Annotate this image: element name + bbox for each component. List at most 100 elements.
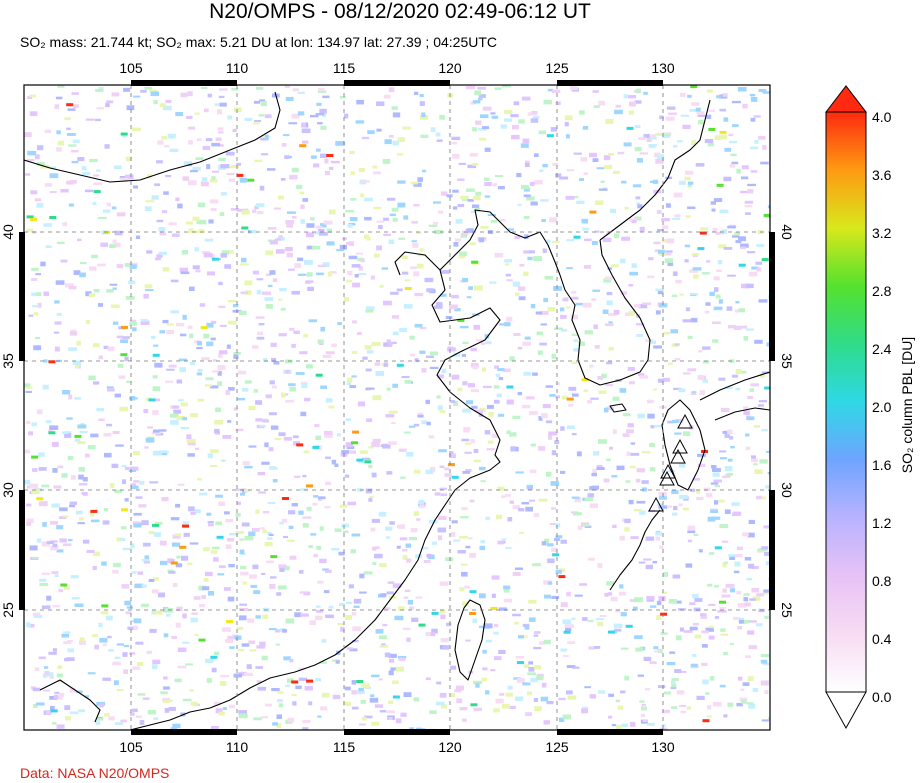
so2-pixel [722,588,727,593]
so2-pixel [124,600,132,606]
so2-pixel [447,347,456,352]
so2-pixel [201,177,208,182]
so2-pixel [611,475,618,478]
so2-pixel [56,724,65,729]
so2-pixel-high [431,611,439,615]
so2-pixel [573,339,579,343]
so2-pixel [121,584,130,589]
so2-pixel [735,309,742,313]
so2-pixel [743,597,749,602]
so2-pixel [316,102,322,106]
so2-pixel [657,154,665,159]
so2-pixel [705,692,710,695]
so2-pixel [604,592,609,597]
so2-pixel [256,680,262,683]
so2-pixel [217,365,226,370]
so2-pixel [698,549,703,553]
so2-pixel [386,339,391,343]
so2-pixel [222,435,232,439]
so2-pixel [317,580,324,584]
so2-pixel [641,480,649,484]
so2-pixel [707,89,713,93]
so2-pixel [145,437,155,443]
so2-pixel [440,493,448,497]
so2-pixel [428,224,438,227]
so2-pixel [82,172,91,175]
so2-pixel [731,502,740,506]
so2-pixel [349,648,358,652]
so2-pixel [648,143,656,149]
so2-pixel [280,178,286,181]
so2-pixel [549,394,556,397]
so2-pixel [175,503,181,508]
so2-pixel [407,600,413,605]
so2-pixel [348,255,358,260]
so2-pixel [122,134,127,138]
so2-pixel [497,368,505,371]
so2-pixel [605,119,614,124]
coastlines [24,91,770,730]
so2-pixel-high [247,178,255,182]
so2-pixel [256,289,262,295]
so2-pixel [527,487,533,491]
so2-pixel [229,532,239,536]
so2-pixel [474,90,482,96]
so2-pixel [749,598,756,601]
so2-pixel [683,507,689,511]
so2-pixel [685,215,691,218]
so2-pixel [634,303,641,308]
so2-pixel [252,564,259,570]
so2-pixel [491,575,500,580]
so2-pixel [679,293,684,296]
so2-pixel [315,225,323,229]
lat-label: 25 [0,602,16,618]
so2-pixel [195,447,200,451]
so2-pixel [296,184,303,189]
so2-pixel [737,676,743,681]
so2-pixel [311,245,321,250]
so2-pixel [68,394,73,400]
ryukyu-islands [609,509,661,591]
so2-pixel-high [352,430,360,434]
so2-pixel [642,719,648,722]
so2-pixel [193,596,201,600]
so2-pixel [164,708,170,713]
so2-pixel [127,626,136,630]
so2-pixel [172,534,181,539]
so2-pixel [490,220,498,223]
so2-pixel [71,150,79,153]
so2-pixel [238,615,247,621]
so2-pixel [51,571,59,574]
so2-pixel [180,92,188,98]
so2-pixel [371,442,380,447]
so2-pixel [433,221,438,226]
so2-pixel-high [764,213,770,217]
so2-pixel [297,273,307,276]
so2-pixel [217,381,222,387]
so2-pixel [550,127,557,132]
so2-pixel [455,238,462,242]
so2-pixel [530,677,538,683]
so2-pixel [685,563,693,568]
so2-pixel [389,135,394,138]
so2-pixel [149,89,158,93]
so2-pixel [374,362,381,366]
so2-pixel [442,645,450,650]
so2-pixel [519,531,524,534]
so2-pixel [749,93,756,97]
triangle-icon [648,496,664,512]
so2-pixel-high [101,604,109,608]
so2-pixel [46,595,52,601]
so2-pixel [278,298,283,301]
so2-pixel [221,459,226,462]
so2-pixel [480,539,486,544]
so2-pixel [254,159,263,163]
so2-pixel [236,501,241,505]
so2-pixel [149,628,157,633]
so2-pixel [29,94,37,98]
so2-pixel [268,533,274,536]
so2-pixel [600,180,605,183]
so2-pixel [452,153,460,159]
so2-pixel [107,388,115,392]
northeast-coast [599,99,711,241]
